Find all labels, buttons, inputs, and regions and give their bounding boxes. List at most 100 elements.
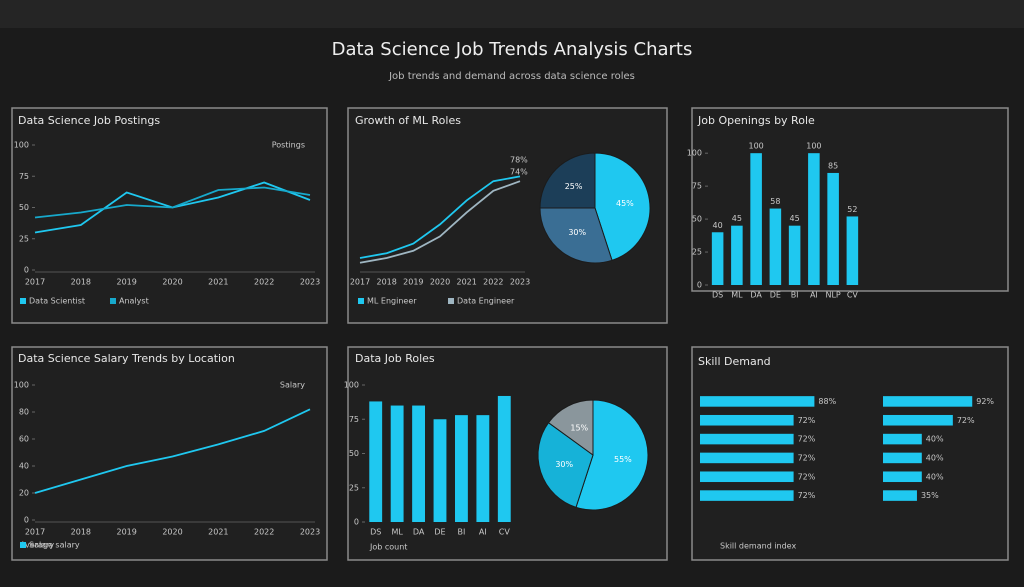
bar [883, 433, 922, 445]
value-label: 72% [798, 416, 816, 425]
y-tick-label: 25 [19, 234, 29, 243]
y-tick-label: 0 [354, 518, 359, 527]
bar [883, 452, 922, 464]
pie-slice [537, 421, 594, 508]
legend-label: Data Engineer [457, 297, 515, 306]
x-tick-label: 2017 [25, 278, 45, 287]
x-tick-label: 2023 [300, 278, 320, 287]
panel-title: Skill Demand [698, 355, 771, 368]
bar [700, 471, 794, 483]
bar [883, 414, 953, 426]
value-label: 72% [798, 453, 816, 462]
x-tick-label: 2020 [162, 528, 182, 537]
x-tick-label: DA [750, 291, 762, 300]
value-label: 78% [510, 156, 528, 165]
value-label: 35% [921, 491, 939, 500]
line-series [359, 180, 521, 264]
x-tick-label: NLP [825, 291, 840, 300]
bar [700, 396, 815, 407]
y-tick-label: 25 [692, 248, 702, 257]
top-bar [0, 0, 1024, 28]
y-tick-label: 50 [349, 449, 359, 458]
value-label: 58 [770, 197, 780, 206]
panel-title: Data Science Salary Trends by Location [18, 352, 235, 365]
bar [700, 433, 794, 445]
x-tick-label: CV [847, 291, 859, 300]
x-tick-label: 2020 [430, 278, 450, 287]
panel [11, 107, 328, 324]
x-tick-label: 2021 [456, 278, 476, 287]
x-tick-label: ML [731, 291, 743, 300]
annotation: Postings [272, 141, 305, 150]
bar [700, 414, 794, 426]
bar [883, 490, 917, 501]
y-tick-label: 75 [19, 172, 29, 181]
legend-swatch [110, 298, 116, 304]
panel-title: Job Openings by Role [697, 114, 815, 127]
x-tick-label: 2019 [116, 278, 136, 287]
y-tick-label: 40 [19, 462, 29, 471]
line-series [34, 408, 311, 494]
bar [412, 405, 425, 522]
x-tick-label: 2021 [208, 528, 228, 537]
x-tick-label: 2021 [208, 278, 228, 287]
bar [497, 395, 511, 522]
x-tick-label: 2018 [71, 528, 91, 537]
legend-label: ML Engineer [367, 297, 417, 306]
y-tick-label: 100 [14, 381, 29, 390]
value-label: 45 [790, 214, 800, 223]
bar [769, 208, 782, 285]
legend-label: Skill demand index [720, 542, 796, 551]
line-series [34, 186, 311, 219]
y-tick-label: 75 [692, 182, 702, 191]
value-label: 74% [510, 168, 528, 177]
y-tick-label: 50 [692, 215, 702, 224]
slice-label: 30% [568, 228, 586, 237]
pie-slice [539, 207, 613, 264]
panel-title: Growth of ML Roles [355, 114, 461, 127]
value-label: 52 [847, 205, 857, 214]
value-label: 92% [976, 397, 994, 406]
panel-title: Data Science Job Postings [18, 114, 160, 127]
bar [731, 225, 743, 285]
value-label: 40% [926, 472, 944, 481]
legend-swatch [448, 298, 454, 304]
value-label: 72% [798, 472, 816, 481]
x-tick-label: 2020 [162, 278, 182, 287]
pie-slice [575, 399, 649, 511]
value-label: 45 [732, 214, 742, 223]
bar [788, 225, 801, 285]
x-tick-label: DS [712, 291, 723, 300]
x-tick-label: 2023 [510, 278, 530, 287]
bar [883, 471, 922, 483]
bar [827, 172, 839, 285]
x-tick-label: DS [370, 528, 381, 537]
bar [433, 419, 447, 522]
legend-label: Salary [29, 541, 54, 550]
x-tick-label: 2018 [376, 278, 396, 287]
slice-label: 55% [614, 455, 632, 464]
x-tick-label: ML [391, 528, 403, 537]
y-tick-label: 100 [14, 141, 29, 150]
value-label: 88% [818, 397, 836, 406]
x-tick-label: 2019 [116, 528, 136, 537]
slice-label: 15% [570, 424, 588, 433]
bar [700, 490, 794, 501]
slice-label: 25% [565, 182, 583, 191]
y-tick-label: 0 [697, 281, 702, 290]
panel-title: Data Job Roles [355, 352, 435, 365]
y-tick-label: 75 [349, 415, 359, 424]
y-tick-label: 0 [24, 516, 29, 525]
y-tick-label: 25 [349, 483, 359, 492]
y-tick-label: 60 [19, 435, 29, 444]
x-tick-label: BI [791, 291, 799, 300]
x-tick-label: DE [770, 291, 781, 300]
x-tick-label: 2018 [71, 278, 91, 287]
legend-swatch [20, 298, 26, 304]
slice-label: 45% [616, 199, 634, 208]
legend-swatch [358, 298, 364, 304]
x-tick-label: 2022 [254, 528, 274, 537]
x-tick-label: DA [413, 528, 425, 537]
value-label: 40% [926, 435, 944, 444]
